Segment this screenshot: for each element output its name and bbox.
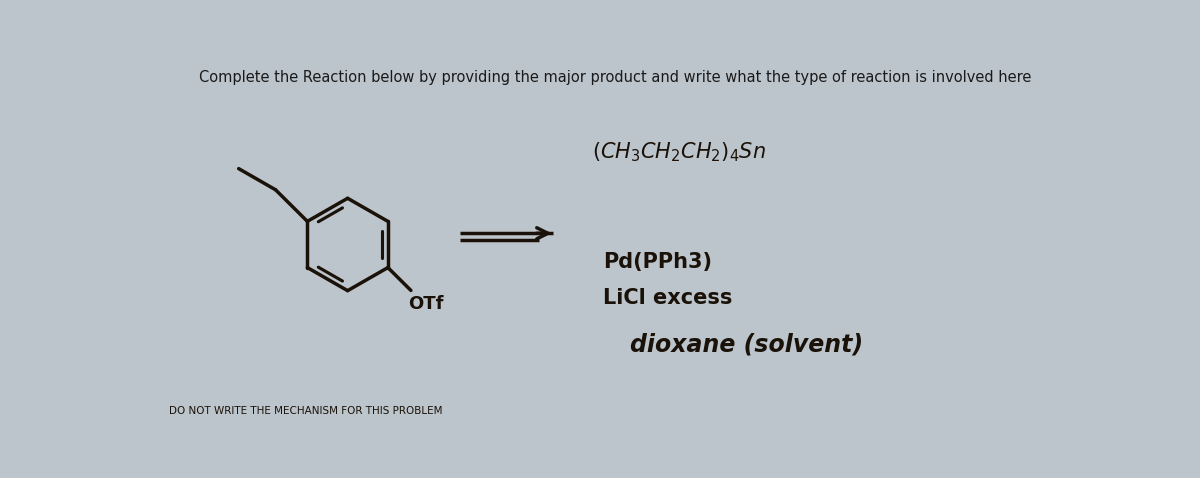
- Text: OTf: OTf: [408, 295, 443, 313]
- Text: dioxane (solvent): dioxane (solvent): [630, 333, 864, 357]
- Text: Pd(PPh3): Pd(PPh3): [604, 252, 713, 272]
- Text: DO NOT WRITE THE MECHANISM FOR THIS PROBLEM: DO NOT WRITE THE MECHANISM FOR THIS PROB…: [169, 406, 443, 416]
- Text: Complete the Reaction below by providing the major product and write what the ty: Complete the Reaction below by providing…: [199, 70, 1031, 85]
- Text: LiCl excess: LiCl excess: [604, 288, 733, 308]
- Text: $(CH_3CH_2CH_2)_4Sn$: $(CH_3CH_2CH_2)_4Sn$: [592, 140, 766, 164]
